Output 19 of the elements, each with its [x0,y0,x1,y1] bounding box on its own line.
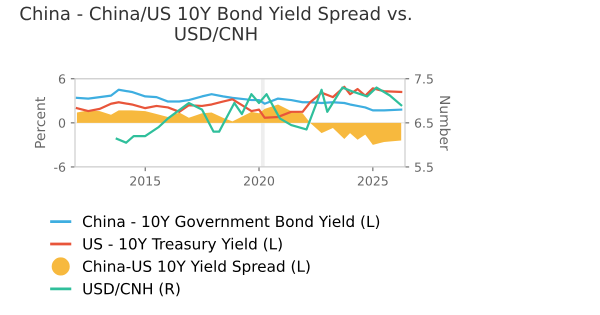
x-tick-label: 2025 [358,176,388,186]
line-series [76,86,402,119]
y-axis-title: Percent [34,97,46,148]
legend-label: US - 10Y Treasury Yield (L) [83,238,282,253]
x-tick-label: 2015 [130,176,160,186]
y2-tick-label: 6.5 [414,118,433,128]
legend-label: USD/CNH (R) [83,282,180,296]
x-tick-label: 2020 [244,176,274,186]
y2-axis-title: Number [440,96,451,151]
chart-title: China - China/US 10Y Bond Yield Spread vs. USD/CNH [20,6,411,42]
legend-label: China - 10Y Government Bond Yield (L) [82,215,380,229]
y2-tick-label: 7.5 [415,74,433,84]
line-series [76,88,402,112]
legend-label: China-US 10Y Yield Spread (L) [82,260,310,275]
y-tick-label: 6 [58,74,66,84]
y-tick-label: -6 [54,162,66,172]
y-tick-label: 0 [58,118,66,128]
line-series [116,86,402,144]
y2-tick-label: 5.5 [414,162,433,172]
